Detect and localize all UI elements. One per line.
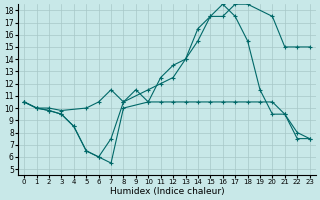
X-axis label: Humidex (Indice chaleur): Humidex (Indice chaleur) — [109, 187, 224, 196]
